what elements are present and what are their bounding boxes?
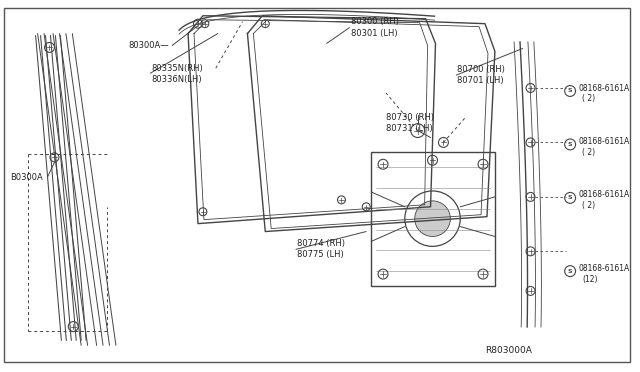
Text: 80300A—: 80300A— — [129, 41, 170, 50]
Text: S: S — [568, 142, 572, 147]
Text: B0300A: B0300A — [10, 173, 43, 182]
Text: 80701 (LH): 80701 (LH) — [458, 76, 504, 84]
Text: 08168-6161A: 08168-6161A — [578, 264, 629, 273]
Text: ( 2): ( 2) — [582, 148, 595, 157]
Text: 80774 (RH): 80774 (RH) — [297, 239, 345, 248]
Text: (12): (12) — [582, 275, 598, 283]
Text: ( 2): ( 2) — [582, 94, 595, 103]
Text: S: S — [568, 89, 572, 93]
Text: 80336N(LH): 80336N(LH) — [152, 75, 202, 84]
Text: S: S — [568, 195, 572, 201]
Text: 80335N(RH): 80335N(RH) — [152, 64, 203, 73]
Text: 80300 (RH): 80300 (RH) — [351, 17, 399, 26]
Text: 80731 (LH): 80731 (LH) — [386, 124, 433, 133]
Text: 08168-6161A: 08168-6161A — [578, 83, 629, 93]
Bar — [371, 153, 495, 286]
Text: 80301 (LH): 80301 (LH) — [351, 29, 398, 38]
Text: R803000A: R803000A — [485, 346, 532, 355]
Text: 08168-6161A: 08168-6161A — [578, 190, 629, 199]
Text: 80775 (LH): 80775 (LH) — [297, 250, 344, 259]
Text: 80700 (RH): 80700 (RH) — [458, 65, 505, 74]
Circle shape — [415, 201, 451, 237]
Text: S: S — [568, 269, 572, 274]
Text: ( 2): ( 2) — [582, 201, 595, 210]
Text: 08168-6161A: 08168-6161A — [578, 137, 629, 146]
Text: 80730 (RH): 80730 (RH) — [386, 113, 434, 122]
